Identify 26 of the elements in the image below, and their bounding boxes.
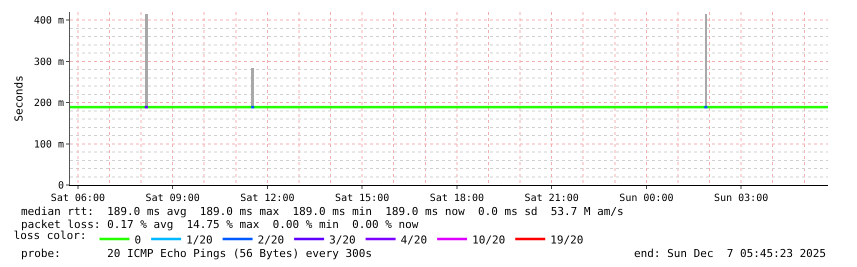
- legend-title: loss color:: [14, 228, 86, 242]
- legend-label: 4/20: [400, 233, 428, 246]
- x-tick-label: Sun 03:00: [714, 193, 768, 204]
- legend-label: 1/20: [186, 233, 213, 246]
- x-tick-label: Sat 09:00: [146, 193, 200, 204]
- legend-label: 2/20: [258, 233, 284, 246]
- legend-label: 10/20: [472, 233, 506, 246]
- y-axis-title: Seconds: [12, 75, 26, 122]
- y-tick-label: 100 m: [34, 139, 64, 150]
- y-tick-label: 200 m: [34, 98, 64, 110]
- text: probe: 20 ICMP Echo Pings (56 Bytes) every 300s: [21, 247, 372, 260]
- x-tick-label: Sat 18:00: [430, 193, 484, 204]
- text: median rtt: 189.0 ms avg 189.0 ms max 189.0 ms min 189.0 ms now 0.0 ms sd 53.7 M am/s: [21, 205, 624, 218]
- legend-label: 3/20: [329, 233, 356, 246]
- legend-label: 19/20: [550, 233, 584, 246]
- x-tick-label: Sat 15:00: [335, 193, 390, 204]
- x-tick-label: Sat 21:00: [524, 193, 579, 204]
- y-tick-label: 300 m: [34, 56, 64, 68]
- x-tick-label: Sat 12:00: [240, 193, 294, 204]
- text: packet loss: 0.17 % avg 14.75 % max 0.00 % min 0.00 % now: [21, 218, 419, 231]
- x-tick-label: Sun 00:00: [619, 193, 674, 204]
- text: end: Sun Dec 7 05:45:23 2025: [634, 247, 826, 260]
- x-tick-label: Sat 06:00: [50, 193, 105, 204]
- legend-label: 0: [134, 233, 142, 246]
- y-tick-label: 400 m: [34, 16, 64, 27]
- y-tick-label: 0: [58, 180, 64, 192]
